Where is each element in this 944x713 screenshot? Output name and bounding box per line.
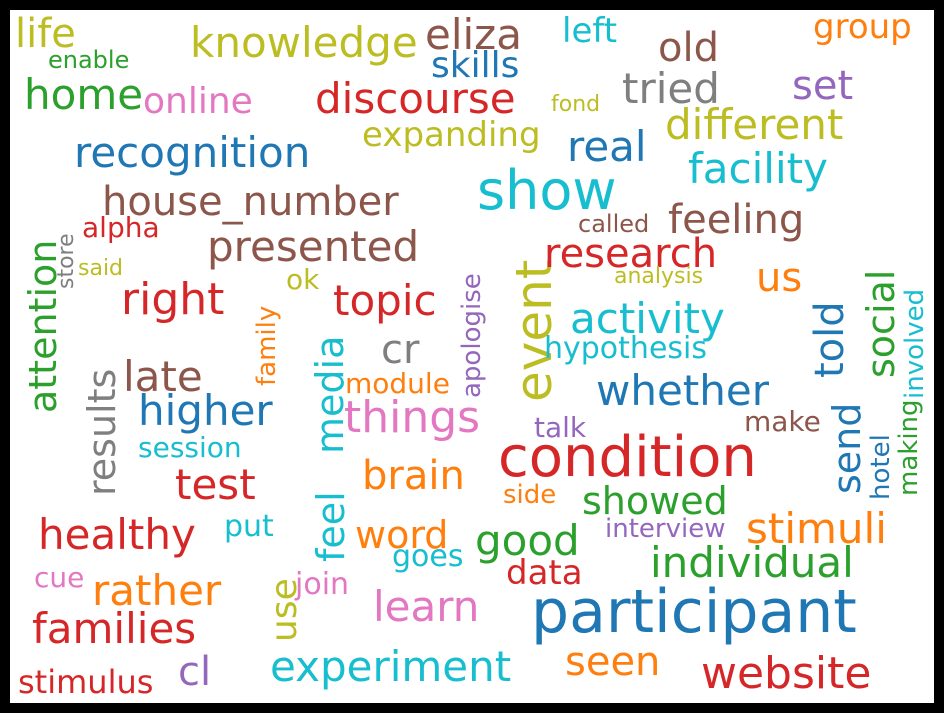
word-seen: seen [565,639,661,685]
word-apologise: apologise [457,273,487,398]
word-set: set [792,63,854,109]
word-cloud: life enable home knowledge online eliza skills… [10,10,934,703]
word-family: family [252,305,282,386]
word-showed: showed [582,479,728,523]
word-make: make [744,405,821,438]
word-word: word [355,513,449,557]
word-left: left [562,11,618,51]
word-put: put [224,509,274,544]
word-join: join [295,567,350,602]
word-ok: ok [286,263,320,296]
word-late: late [123,352,203,401]
word-tried: tried [622,64,720,113]
word-called: called [578,210,650,238]
word-skills: skills [431,45,520,86]
word-life: life [15,11,76,57]
word-send: send [825,402,869,494]
word-talk: talk [534,411,587,444]
word-discourse: discourse [315,74,516,123]
word-data: data [506,553,583,593]
word-research: research [544,231,718,277]
word-goes: goes [392,539,464,574]
word-group: group [813,10,912,47]
word-results: results [80,368,124,496]
word-website: website [701,648,872,699]
word-alpha: alpha [82,211,160,244]
word-recognition: recognition [74,128,311,177]
word-whether: whether [596,366,770,415]
word-higher: higher [138,386,273,435]
word-fond: fond [551,92,601,117]
word-social: social [859,269,903,378]
word-facility: facility [688,144,828,193]
word-knowledge: knowledge [190,18,418,67]
word-side: side [503,480,557,510]
word-feeling: feeling [668,197,805,243]
word-old: old [658,25,719,71]
word-stimuli: stimuli [746,504,887,553]
word-feel: feel [309,491,353,562]
word-session: session [138,431,242,464]
word-participant: participant [531,577,857,647]
word-different: different [665,100,844,149]
word-store: store [54,233,79,289]
word-analysis: analysis [614,264,704,289]
word-hotel: hotel [866,434,896,500]
word-us: us [756,255,803,301]
word-stimulus: stimulus [18,663,154,701]
word-topic: topic [333,276,437,325]
word-good: good [475,516,580,565]
word-house-number: house_number [102,179,399,225]
word-presented: presented [207,222,420,271]
word-cue: cue [34,561,85,594]
word-rather: rather [92,566,222,615]
word-home: home [24,70,144,119]
word-show: show [477,159,617,222]
word-families: families [32,604,197,653]
word-brain: brain [362,453,465,499]
word-cr: cr [381,327,420,373]
word-enable: enable [48,46,130,74]
word-online: online [143,81,253,122]
word-experiment: experiment [270,642,512,691]
word-activity: activity [570,294,725,343]
word-expanding: expanding [362,115,541,155]
word-things: things [344,392,481,443]
word-hypothesis: hypothesis [544,331,707,366]
word-module: module [345,367,450,400]
word-making: making [894,399,924,496]
word-said: said [78,256,124,281]
word-test: test [175,460,256,509]
word-real: real [567,122,647,171]
word-interview: interview [605,514,726,544]
word-learn: learn [373,582,480,631]
word-healthy: healthy [38,510,196,559]
word-right: right [121,274,225,325]
word-individual: individual [650,538,854,587]
word-eliza: eliza [425,10,522,59]
word-involved: involved [900,288,930,399]
word-told: told [807,301,853,378]
word-condition: condition [498,425,757,490]
word-cl: cl [178,649,212,695]
